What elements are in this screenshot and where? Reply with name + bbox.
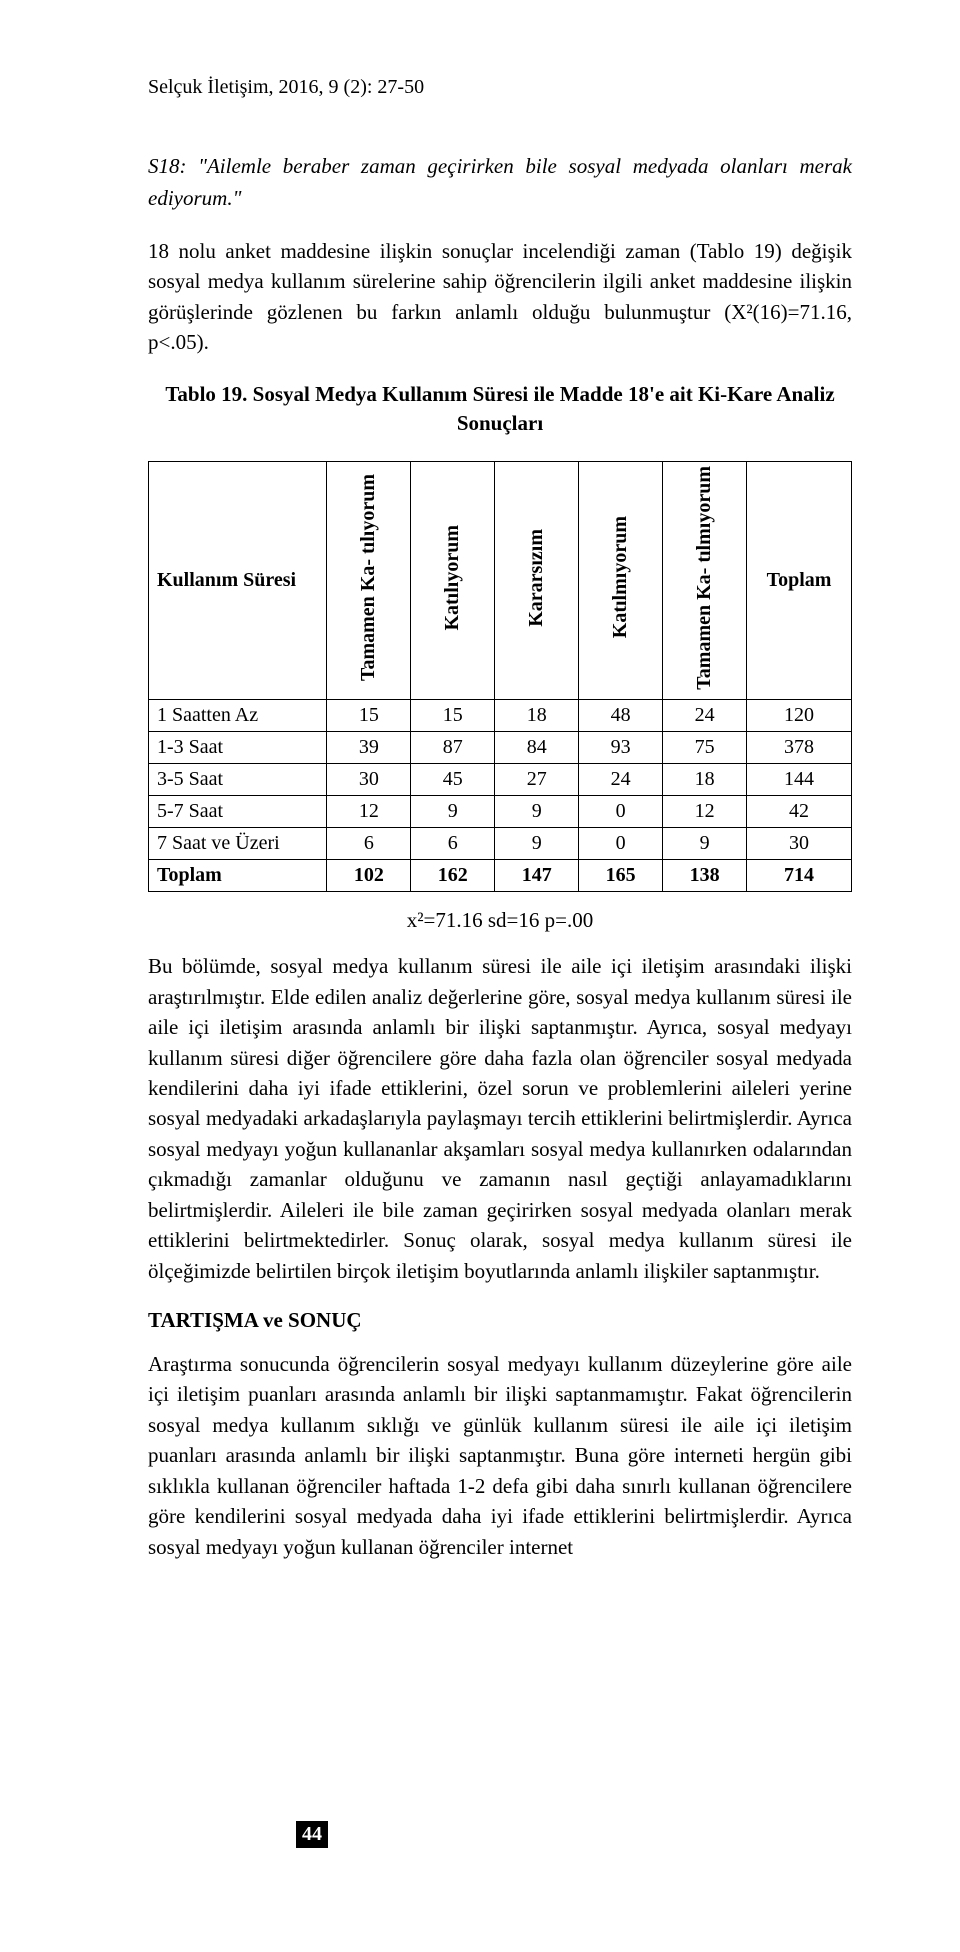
- page-number: 44: [296, 1821, 328, 1848]
- table-row: 7 Saat ve Üzeri 6 6 9 0 9 30: [149, 828, 852, 860]
- table-row: 1 Saatten Az 15 15 18 48 24 120: [149, 700, 852, 732]
- col-katiliyorum: Katılıyorum: [411, 461, 495, 700]
- row-header-label: Kullanım Süresi: [149, 461, 327, 700]
- col-toplam: Toplam: [747, 461, 852, 700]
- col-kararsizim: Kararsızım: [495, 461, 579, 700]
- statement-18-text: S18: "Ailemle beraber zaman geçirirken b…: [148, 151, 852, 214]
- col-tamamen-katilmiyorum: Tamamen Ka- tılmıyorum: [663, 461, 747, 700]
- table-row: 3-5 Saat 30 45 27 24 18 144: [149, 764, 852, 796]
- col-tamamen-katiliyorum: Tamamen Ka- tılıyorum: [327, 461, 411, 700]
- table-19: Kullanım Süresi Tamamen Ka- tılıyorum Ka…: [148, 461, 852, 893]
- table-19-title: Tablo 19. Sosyal Medya Kullanım Süresi i…: [148, 380, 852, 439]
- table-row: 5-7 Saat 12 9 9 0 12 42: [149, 796, 852, 828]
- chi-square-stats: x²=71.16 sd=16 p=.00: [148, 908, 852, 933]
- table-row: 1-3 Saat 39 87 84 93 75 378: [149, 732, 852, 764]
- discussion-paragraph-1: Bu bölümde, sosyal medya kullanım süresi…: [148, 951, 852, 1286]
- col-katilmiyorum: Katılmıyorum: [579, 461, 663, 700]
- table-total-row: Toplam 102 162 147 165 138 714: [149, 860, 852, 892]
- section-heading-tartisma: TARTIŞMA ve SONUÇ: [148, 1308, 852, 1333]
- intro-paragraph: 18 nolu anket maddesine ilişkin sonuçlar…: [148, 236, 852, 358]
- running-header: Selçuk İletişim, 2016, 9 (2): 27-50: [148, 76, 852, 99]
- conclusion-paragraph: Araştırma sonucunda öğrencilerin sosyal …: [148, 1349, 852, 1562]
